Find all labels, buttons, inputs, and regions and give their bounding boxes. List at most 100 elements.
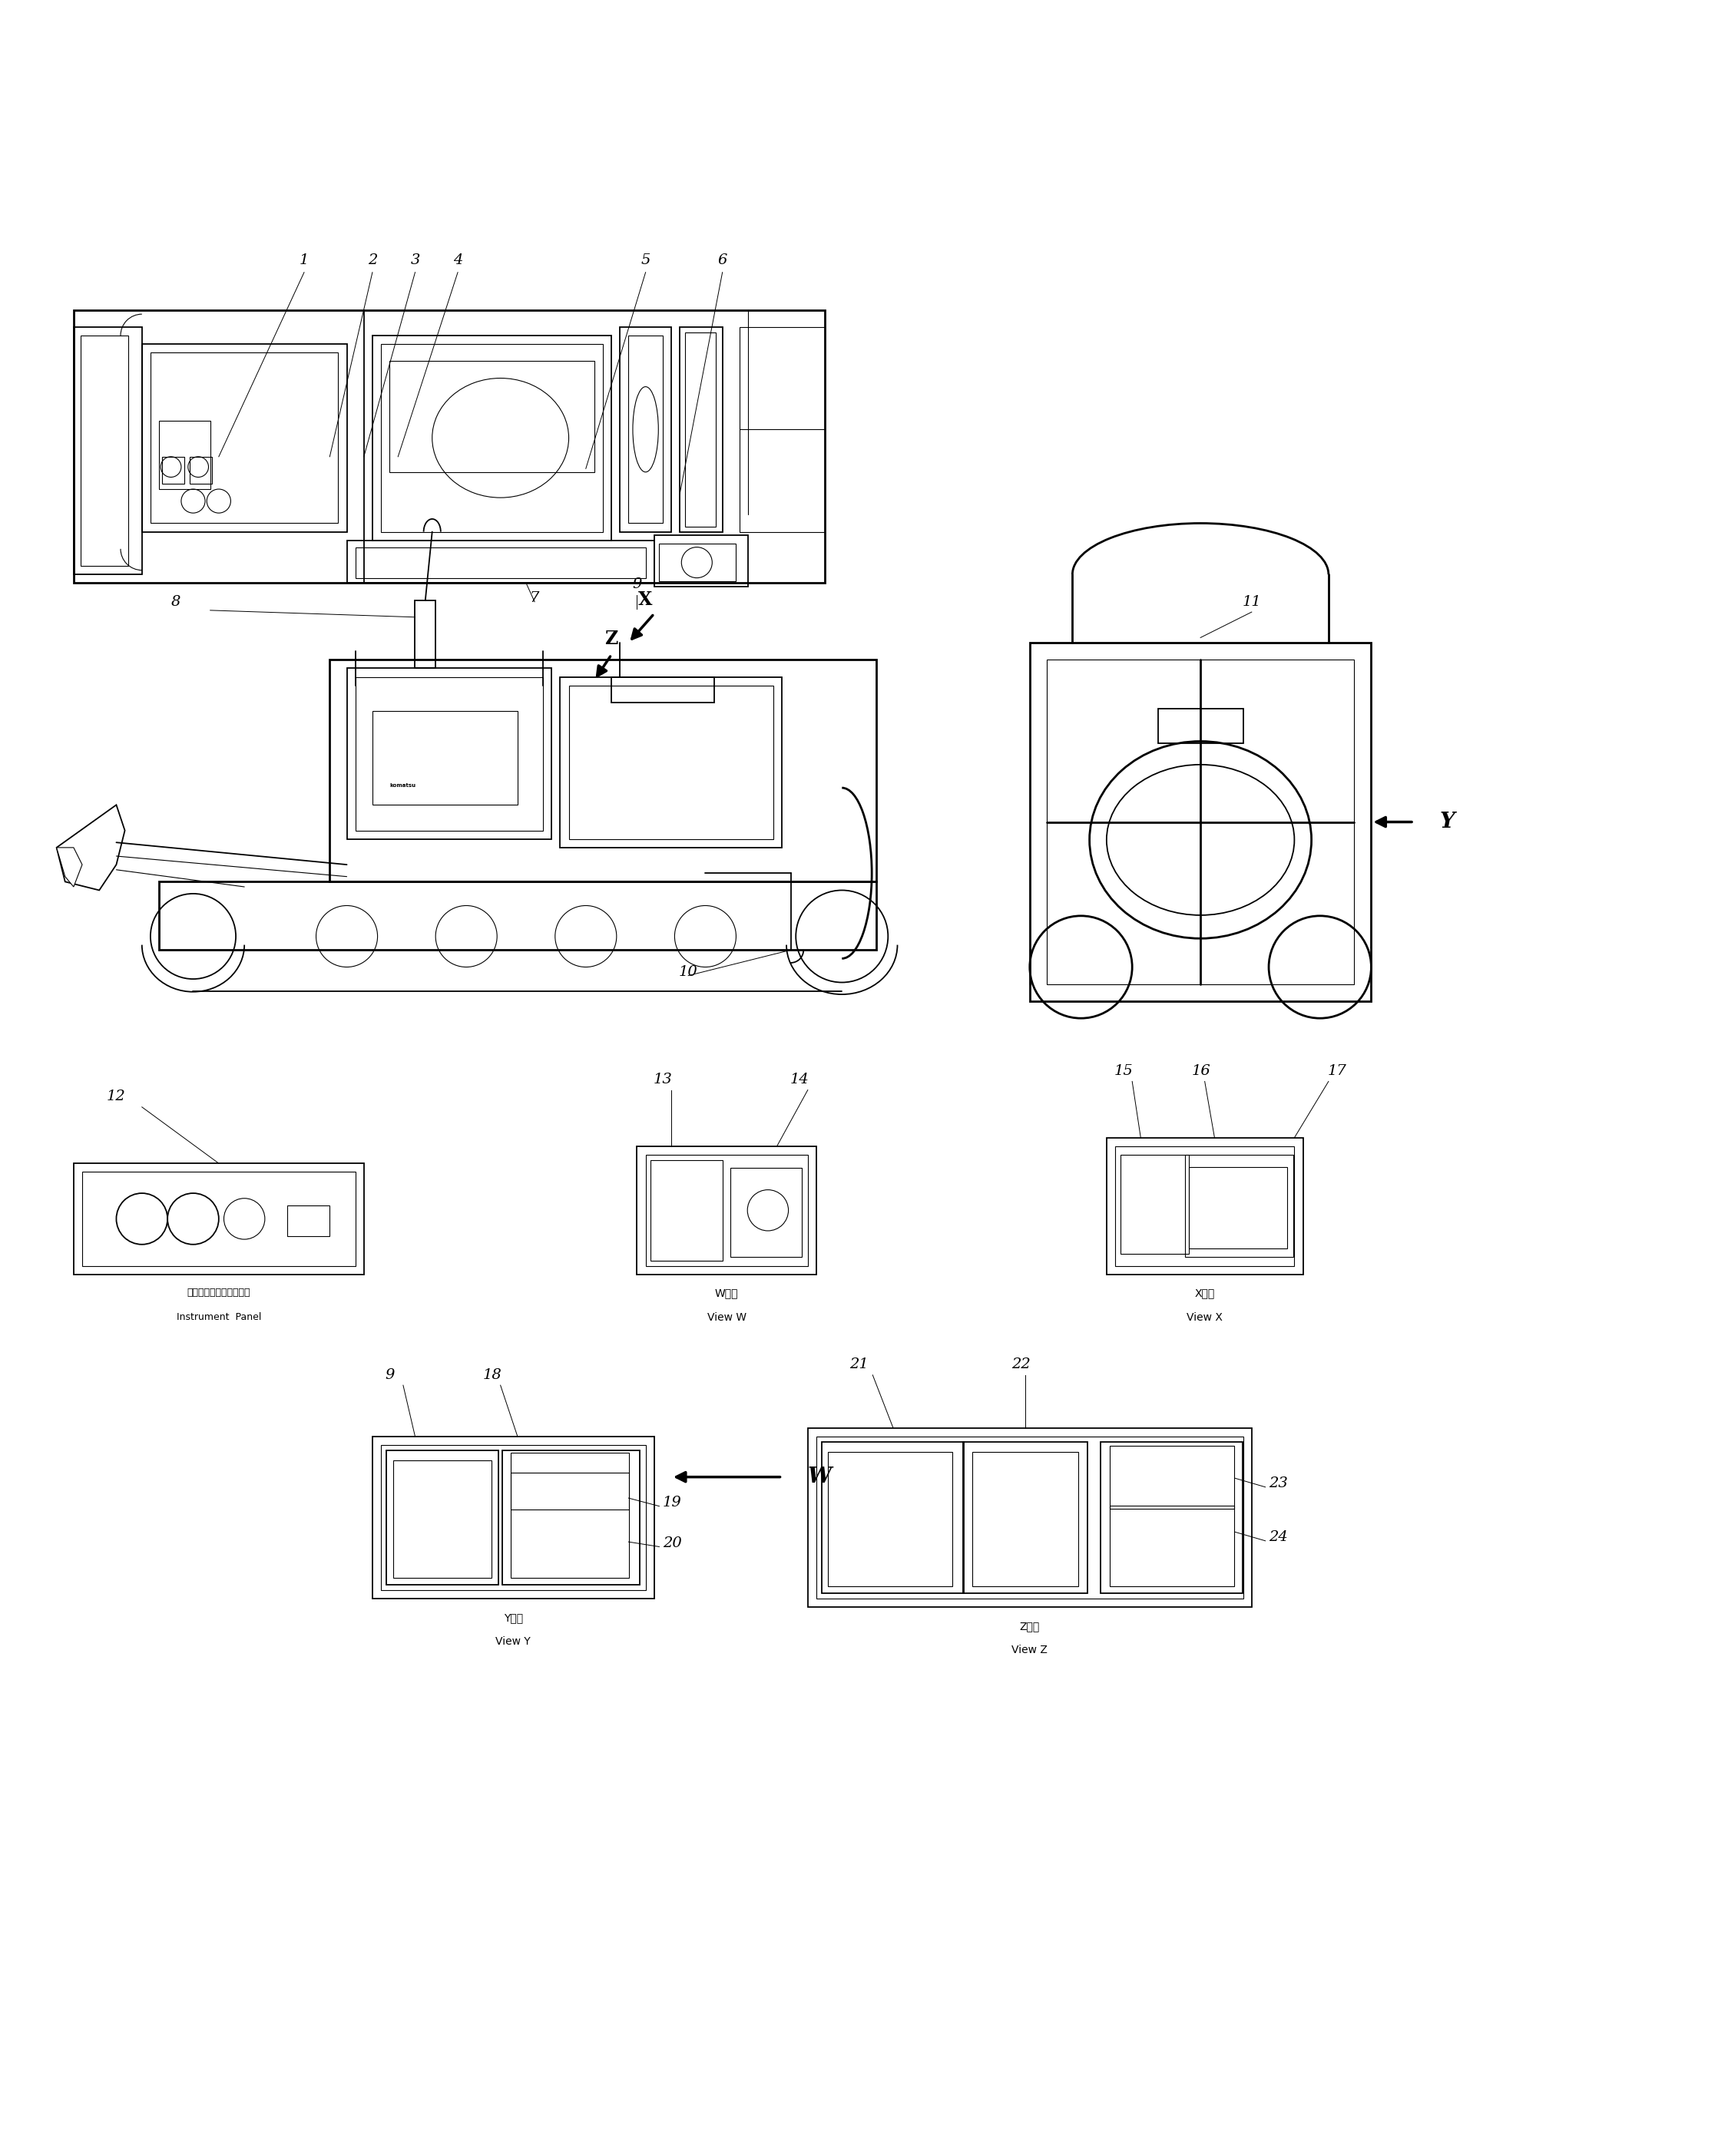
Bar xyxy=(730,1169,802,1257)
Bar xyxy=(739,328,825,533)
Text: 8: 8 xyxy=(172,595,180,608)
Bar xyxy=(163,457,184,483)
Text: 5: 5 xyxy=(641,254,651,267)
Bar xyxy=(373,336,612,541)
Bar xyxy=(502,1451,641,1585)
Bar xyxy=(287,1205,330,1235)
Bar xyxy=(510,1453,629,1509)
Text: View W: View W xyxy=(708,1311,746,1322)
Text: 11: 11 xyxy=(1242,595,1261,608)
Bar xyxy=(660,543,735,582)
Bar xyxy=(387,1451,498,1585)
Text: 9: 9 xyxy=(385,1369,393,1382)
Text: X: X xyxy=(639,591,653,608)
Text: 15: 15 xyxy=(1115,1065,1134,1078)
Bar xyxy=(393,1460,491,1578)
Bar xyxy=(816,1436,1244,1598)
Bar xyxy=(821,1442,964,1593)
Bar xyxy=(347,668,551,839)
Bar xyxy=(680,328,722,533)
Bar xyxy=(651,1160,722,1261)
Text: 4: 4 xyxy=(454,254,462,267)
Bar xyxy=(560,677,782,847)
Bar xyxy=(1110,1507,1234,1587)
Text: 6: 6 xyxy=(718,254,727,267)
Bar xyxy=(612,677,715,703)
Bar xyxy=(1046,660,1354,983)
Bar xyxy=(160,420,210,489)
Bar xyxy=(646,1156,807,1266)
Text: 13: 13 xyxy=(653,1074,672,1087)
Bar xyxy=(1189,1166,1287,1248)
Bar xyxy=(1029,642,1371,1000)
Text: Y: Y xyxy=(1440,811,1455,832)
Polygon shape xyxy=(57,847,82,886)
Text: 22: 22 xyxy=(1012,1358,1031,1371)
Bar xyxy=(390,360,594,472)
Bar xyxy=(1185,1156,1294,1257)
Text: 12: 12 xyxy=(107,1089,125,1104)
Text: 19: 19 xyxy=(663,1496,682,1509)
Text: 23: 23 xyxy=(1270,1477,1288,1490)
Bar xyxy=(74,1164,364,1274)
Bar xyxy=(828,1451,952,1587)
Text: 10: 10 xyxy=(679,966,698,979)
Text: W　視: W 視 xyxy=(715,1287,739,1298)
Bar xyxy=(189,457,211,483)
Text: W: W xyxy=(807,1466,832,1488)
Bar xyxy=(82,1173,356,1266)
Bar xyxy=(373,711,517,804)
Text: 2: 2 xyxy=(368,254,378,267)
Bar xyxy=(330,660,876,882)
Text: View X: View X xyxy=(1187,1311,1223,1322)
Bar xyxy=(637,1147,816,1274)
Text: 9: 9 xyxy=(632,578,643,591)
Text: 1: 1 xyxy=(299,254,309,267)
Bar xyxy=(964,1442,1087,1593)
Bar xyxy=(416,599,436,668)
Bar xyxy=(160,882,876,951)
Text: 7: 7 xyxy=(529,591,539,606)
Bar xyxy=(373,1436,655,1598)
Text: 21: 21 xyxy=(849,1358,869,1371)
Bar xyxy=(1158,709,1244,744)
Text: 24: 24 xyxy=(1270,1531,1288,1544)
Text: インスツルメントパネル: インスツルメントパネル xyxy=(187,1287,251,1298)
Bar xyxy=(1101,1442,1242,1593)
Bar xyxy=(972,1451,1079,1587)
Bar xyxy=(685,332,716,526)
Bar xyxy=(74,310,825,582)
Bar xyxy=(1120,1156,1189,1255)
Text: 18: 18 xyxy=(483,1369,502,1382)
Bar xyxy=(629,336,663,524)
Bar xyxy=(151,354,338,524)
Text: 20: 20 xyxy=(663,1535,682,1550)
Text: Z　視: Z 視 xyxy=(1020,1621,1039,1632)
Bar xyxy=(381,345,603,533)
Bar xyxy=(1115,1147,1294,1266)
Bar xyxy=(569,686,773,839)
Text: View Z: View Z xyxy=(1012,1645,1048,1656)
Bar xyxy=(620,328,672,533)
Text: komatsu: komatsu xyxy=(390,783,416,787)
Bar xyxy=(356,548,646,578)
Text: 14: 14 xyxy=(790,1074,809,1087)
Text: View Y: View Y xyxy=(497,1636,531,1647)
Bar xyxy=(807,1427,1252,1606)
Text: X　視: X 視 xyxy=(1194,1287,1215,1298)
Text: 16: 16 xyxy=(1191,1065,1209,1078)
Polygon shape xyxy=(57,804,125,890)
Bar xyxy=(381,1445,646,1591)
Text: Z: Z xyxy=(605,630,618,647)
Bar xyxy=(510,1473,629,1578)
Bar xyxy=(655,535,747,586)
Text: 3: 3 xyxy=(411,254,419,267)
Bar xyxy=(1110,1447,1234,1509)
Bar xyxy=(81,336,129,565)
Bar xyxy=(356,677,543,830)
Bar xyxy=(74,328,143,573)
Text: 17: 17 xyxy=(1328,1065,1347,1078)
Text: Y　視: Y 視 xyxy=(503,1613,522,1623)
Bar xyxy=(143,345,347,533)
Bar xyxy=(347,541,655,582)
